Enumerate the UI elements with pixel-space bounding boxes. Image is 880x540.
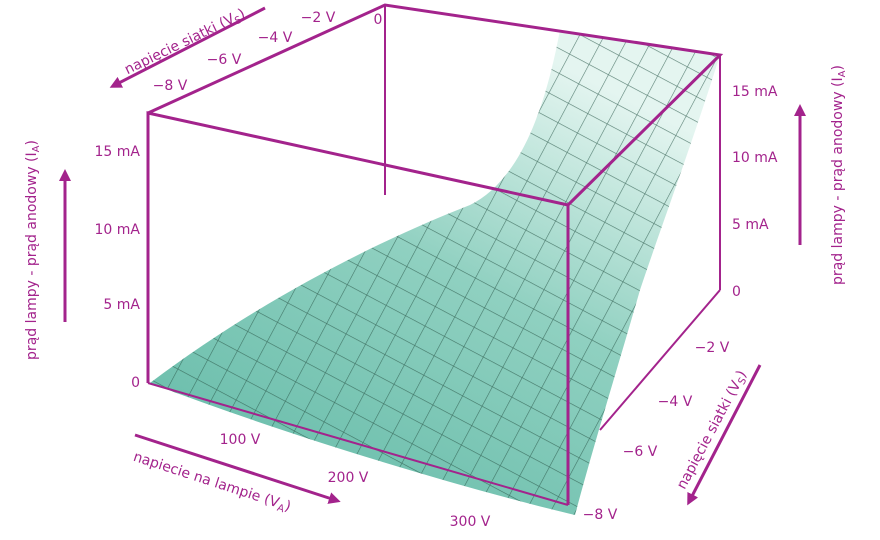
tick-label: −8 V [153, 78, 188, 94]
axis-label: prąd lampy - prąd anodowy (IA) [830, 65, 848, 285]
tick-label: −2 V [301, 10, 336, 26]
label-sub: A [31, 145, 42, 152]
tick-label: −4 V [658, 394, 693, 410]
tick-label: −8 V [583, 507, 618, 523]
label-end: ) [236, 6, 248, 23]
tick-label: −6 V [207, 52, 242, 68]
label-end: ) [24, 140, 40, 145]
arrow [687, 364, 762, 506]
axis-label: napięcie siatki (VS) [122, 6, 249, 80]
tick-label: 100 V [220, 432, 261, 448]
tick-label: 10 mA [732, 150, 778, 166]
arrow [109, 6, 266, 88]
label-sub: A [837, 70, 848, 77]
box-back [384, 5, 721, 431]
label-sub: S [233, 15, 244, 28]
tick-label: −4 V [258, 30, 293, 46]
label-end: ) [830, 65, 846, 70]
tick-label: 0 [374, 12, 383, 28]
tick-label: −6 V [623, 444, 658, 460]
tick-label: 5 mA [732, 217, 769, 233]
axis-label: napięcie siatki (VS) [674, 368, 752, 493]
tick-label: 200 V [328, 470, 369, 486]
label-end: ) [283, 498, 293, 515]
tick-label: 15 mA [95, 144, 141, 160]
tick-label: 300 V [450, 514, 491, 530]
box-front [146, 3, 724, 506]
label: prąd lampy - prąd anodowy (I [24, 152, 40, 360]
tick-label: 5 mA [103, 297, 140, 313]
tick-label: 15 mA [732, 84, 778, 100]
tick-label: 0 [732, 284, 741, 300]
axis-label: prąd lampy - prąd anodowy (IA) [24, 140, 42, 360]
tick-label: 0 [131, 375, 140, 391]
tick-label: 10 mA [95, 222, 141, 238]
label: prąd lampy - prąd anodowy (I [830, 77, 846, 285]
label-sub: A [276, 503, 286, 516]
arrow [134, 433, 341, 504]
label: napięcie siatki (V [122, 11, 237, 78]
surface [150, 30, 720, 515]
tick-label: −2 V [695, 340, 730, 356]
label-sub: S [737, 376, 750, 387]
